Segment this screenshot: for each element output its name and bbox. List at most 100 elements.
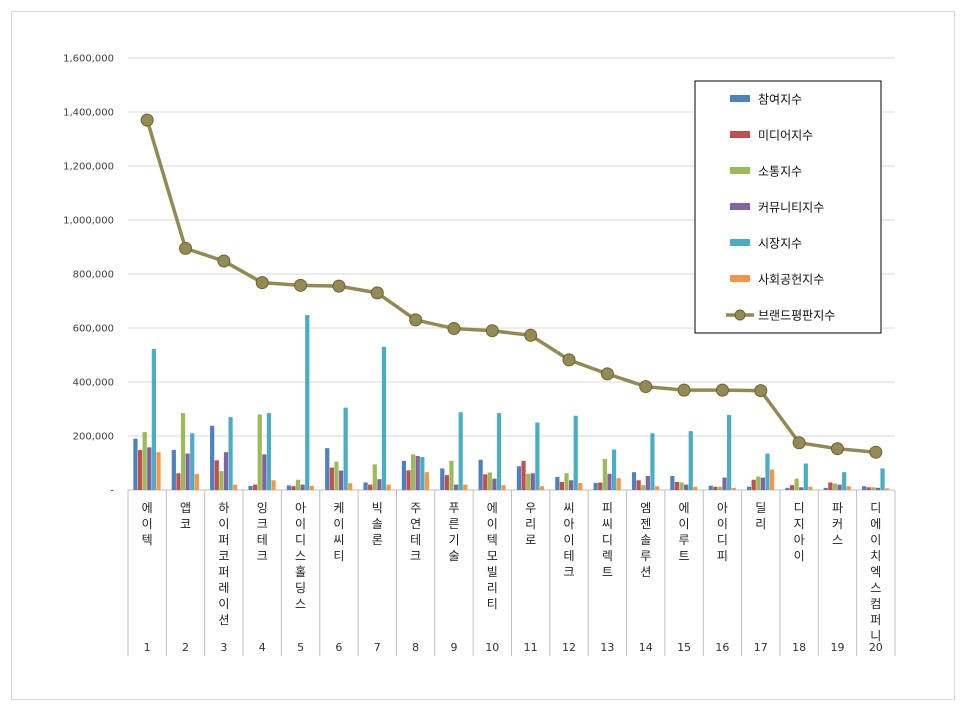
- bar-1: [593, 482, 598, 490]
- bar-4: [262, 454, 267, 490]
- bar-6: [156, 452, 161, 490]
- bar-5: [803, 463, 808, 490]
- bar-3: [180, 413, 186, 490]
- y-tick-label: 400,000: [73, 378, 114, 389]
- brand-index-point: [830, 442, 844, 456]
- bar-2: [253, 484, 258, 490]
- bar-6: [885, 488, 890, 490]
- brand-index-point: [524, 328, 538, 342]
- bar-3: [756, 476, 761, 490]
- bar-1: [133, 438, 138, 490]
- bar-5: [190, 433, 195, 490]
- legend-label: 시장지수: [758, 237, 802, 251]
- rank-label: 2: [182, 641, 189, 654]
- bar-1: [401, 460, 407, 490]
- bar-4: [415, 455, 420, 490]
- bar-6: [194, 473, 199, 490]
- bar-2: [214, 460, 219, 490]
- bar-2: [176, 473, 181, 490]
- bar-3: [526, 473, 531, 490]
- legend-label: 참여지수: [758, 93, 802, 107]
- rank-label: 1: [144, 641, 151, 654]
- legend-swatch: [730, 239, 750, 246]
- bar-1: [823, 487, 828, 490]
- bar-6: [731, 487, 736, 490]
- rank-label: 10: [485, 641, 499, 654]
- bar-5: [688, 431, 693, 490]
- legend-label: 사회공헌지수: [758, 273, 824, 287]
- bar-2: [368, 484, 373, 490]
- bar-4: [300, 484, 305, 490]
- brand-index-point: [255, 276, 269, 290]
- legend-swatch: [730, 275, 750, 282]
- rank-label: 13: [600, 641, 614, 654]
- bar-5: [535, 422, 540, 490]
- y-tick-label: 200,000: [73, 432, 114, 443]
- brand-index-point: [485, 324, 499, 338]
- bar-1: [631, 472, 637, 490]
- brand-index-point: [140, 113, 154, 127]
- bar-5: [381, 346, 387, 490]
- rank-label: 3: [220, 641, 227, 654]
- rank-label: 6: [335, 641, 342, 654]
- bar-5: [343, 407, 348, 490]
- bar-1: [862, 486, 867, 490]
- rank-label: 16: [715, 641, 729, 654]
- bar-1: [363, 482, 368, 490]
- bar-6: [309, 485, 314, 490]
- bar-5: [842, 472, 847, 490]
- bar-4: [722, 477, 727, 490]
- bar-5: [611, 449, 617, 490]
- bar-1: [248, 485, 253, 490]
- bar-1: [670, 475, 675, 490]
- y-tick-label: 1,200,000: [63, 162, 114, 173]
- rank-label: 17: [754, 641, 768, 654]
- brand-index-point: [409, 313, 423, 327]
- bar-5: [573, 415, 578, 490]
- bar-2: [521, 460, 526, 490]
- brand-index-point: [447, 322, 461, 336]
- bar-4: [530, 473, 535, 490]
- bar-5: [765, 453, 770, 490]
- bar-3: [487, 472, 492, 490]
- y-tick-label: 600,000: [73, 324, 114, 335]
- bar-4: [875, 487, 881, 490]
- bar-6: [233, 484, 238, 490]
- brand-index-point: [677, 383, 691, 397]
- bar-5: [420, 457, 425, 490]
- bar-5: [880, 468, 885, 490]
- legend-point-swatch: [734, 309, 746, 321]
- legend-label: 미디어지수: [758, 129, 813, 143]
- bar-5: [305, 315, 310, 490]
- bar-3: [679, 482, 684, 490]
- y-tick-label: -: [110, 486, 114, 497]
- bar-5: [727, 414, 732, 490]
- legend-label: 커뮤니티지수: [758, 201, 824, 215]
- bar-4: [607, 473, 612, 490]
- legend-swatch: [730, 131, 750, 138]
- bar-1: [555, 477, 560, 490]
- bar-4: [837, 484, 842, 490]
- bar-2: [636, 480, 641, 490]
- bar-2: [751, 479, 756, 490]
- bar-3: [449, 460, 454, 490]
- rank-label: 15: [677, 641, 691, 654]
- rank-label: 11: [524, 641, 538, 654]
- bar-2: [674, 481, 680, 490]
- bar-6: [463, 484, 468, 490]
- bar-3: [564, 473, 569, 490]
- y-tick-label: 1,600,000: [63, 54, 114, 65]
- y-tick-label: 800,000: [73, 270, 114, 281]
- bar-2: [559, 481, 565, 490]
- bar-3: [334, 461, 339, 490]
- rank-label: 20: [869, 641, 883, 654]
- brand-index-point: [869, 445, 883, 459]
- legend-box: [694, 80, 882, 334]
